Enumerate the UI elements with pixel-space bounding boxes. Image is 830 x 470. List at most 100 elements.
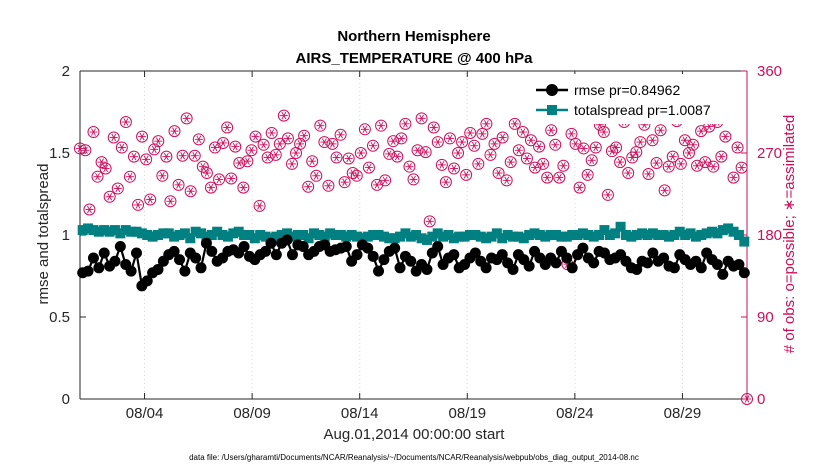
obs-point [87,126,100,139]
totalspread-point [335,230,346,240]
totalspread-point [136,228,147,239]
obs-star [378,121,384,130]
obs-circle [427,121,440,134]
obs-point [508,117,521,130]
y-right-tick-label: 180 [757,227,782,244]
obs-circle [520,152,533,165]
obs-point [176,149,189,162]
x-tick-label: 08/14 [341,405,379,422]
rmse-point [281,234,293,246]
obs-point [589,141,602,154]
obs-circle [448,162,461,175]
obs-point [132,198,145,211]
obs-circle [589,141,602,154]
obs-point [565,127,578,140]
obs-star [581,144,587,153]
y-right-tick-label: 360 [757,63,782,80]
obs-star [147,195,153,204]
rmse-point [550,257,562,269]
obs-point [488,137,501,150]
obs-star [690,141,696,149]
obs-star [496,169,501,177]
obs-star [277,140,283,148]
rmse-point [82,265,94,277]
obs-circle [545,124,558,137]
obs-point [646,134,659,147]
obs-point [654,124,667,137]
y-axis-label-right: # of obs: o=possible; ∗=assimilated [781,115,798,354]
obs-circle [277,109,290,122]
totalspread-point [233,226,244,237]
obs-point [537,157,550,170]
obs-star [520,128,526,136]
obs-circle [468,139,481,152]
obs-circle [249,130,262,143]
obs-point [581,168,594,181]
obs-point [492,167,505,180]
rmse-series [77,234,750,292]
obs-point [687,138,700,151]
totalspread-point [158,228,169,239]
obs-star [135,201,141,209]
obs-point [630,146,643,159]
totalspread-point [464,230,475,240]
totalspread-point [147,231,158,242]
obs-star [435,138,441,146]
obs-point [573,181,586,194]
totalspread-point [491,228,502,239]
obs-star [99,158,104,166]
obs-point [419,146,432,159]
obs-circle [488,137,501,150]
obs-point [221,121,234,134]
totalspread-point [604,230,615,240]
obs-circle [241,155,254,168]
totalspread-point [642,230,653,240]
obs-point [318,136,331,149]
totalspread-point [115,228,126,239]
obs-star [139,132,145,141]
rmse-point [641,257,653,269]
totalspread-point [717,225,728,236]
obs-circle [172,178,185,191]
obs-star [362,125,368,134]
obs-point [253,199,266,212]
obs-circle [366,139,379,152]
obs-point [354,147,367,159]
obs-point [545,124,558,137]
obs-star [407,162,412,171]
obs-star [427,217,433,226]
obs-circle [504,156,517,169]
totalspread-point [142,230,153,240]
totalspread-point [104,226,115,237]
obs-star [245,157,250,165]
rmse-point [561,252,573,264]
obs-star [265,153,271,162]
obs-star [131,152,137,161]
totalspread-point [690,231,701,242]
x-tick-label: 08/04 [126,405,164,422]
x-tick-label: 08/19 [449,405,487,422]
totalspread-point [626,231,637,242]
rmse-point [373,265,385,277]
obs-point [577,142,590,155]
obs-star [682,136,688,144]
x-tick-label: 08/29 [664,405,702,422]
obs-circle [95,156,108,169]
obs-point [435,158,448,171]
obs-circle [687,138,700,151]
rmse-point [480,262,492,274]
obs-star [297,140,303,148]
obs-point [585,154,598,167]
obs-star [346,154,352,163]
totalspread-point [201,231,212,242]
totalspread-point [244,230,255,240]
obs-point [115,141,128,154]
obs-circle [387,135,400,148]
obs-star [560,162,566,170]
totalspread-point [653,230,664,240]
totalspread-point [260,231,271,242]
obs-circle [630,146,643,159]
obs-point [350,169,363,182]
obs-point [83,203,96,216]
obs-point [338,176,351,189]
